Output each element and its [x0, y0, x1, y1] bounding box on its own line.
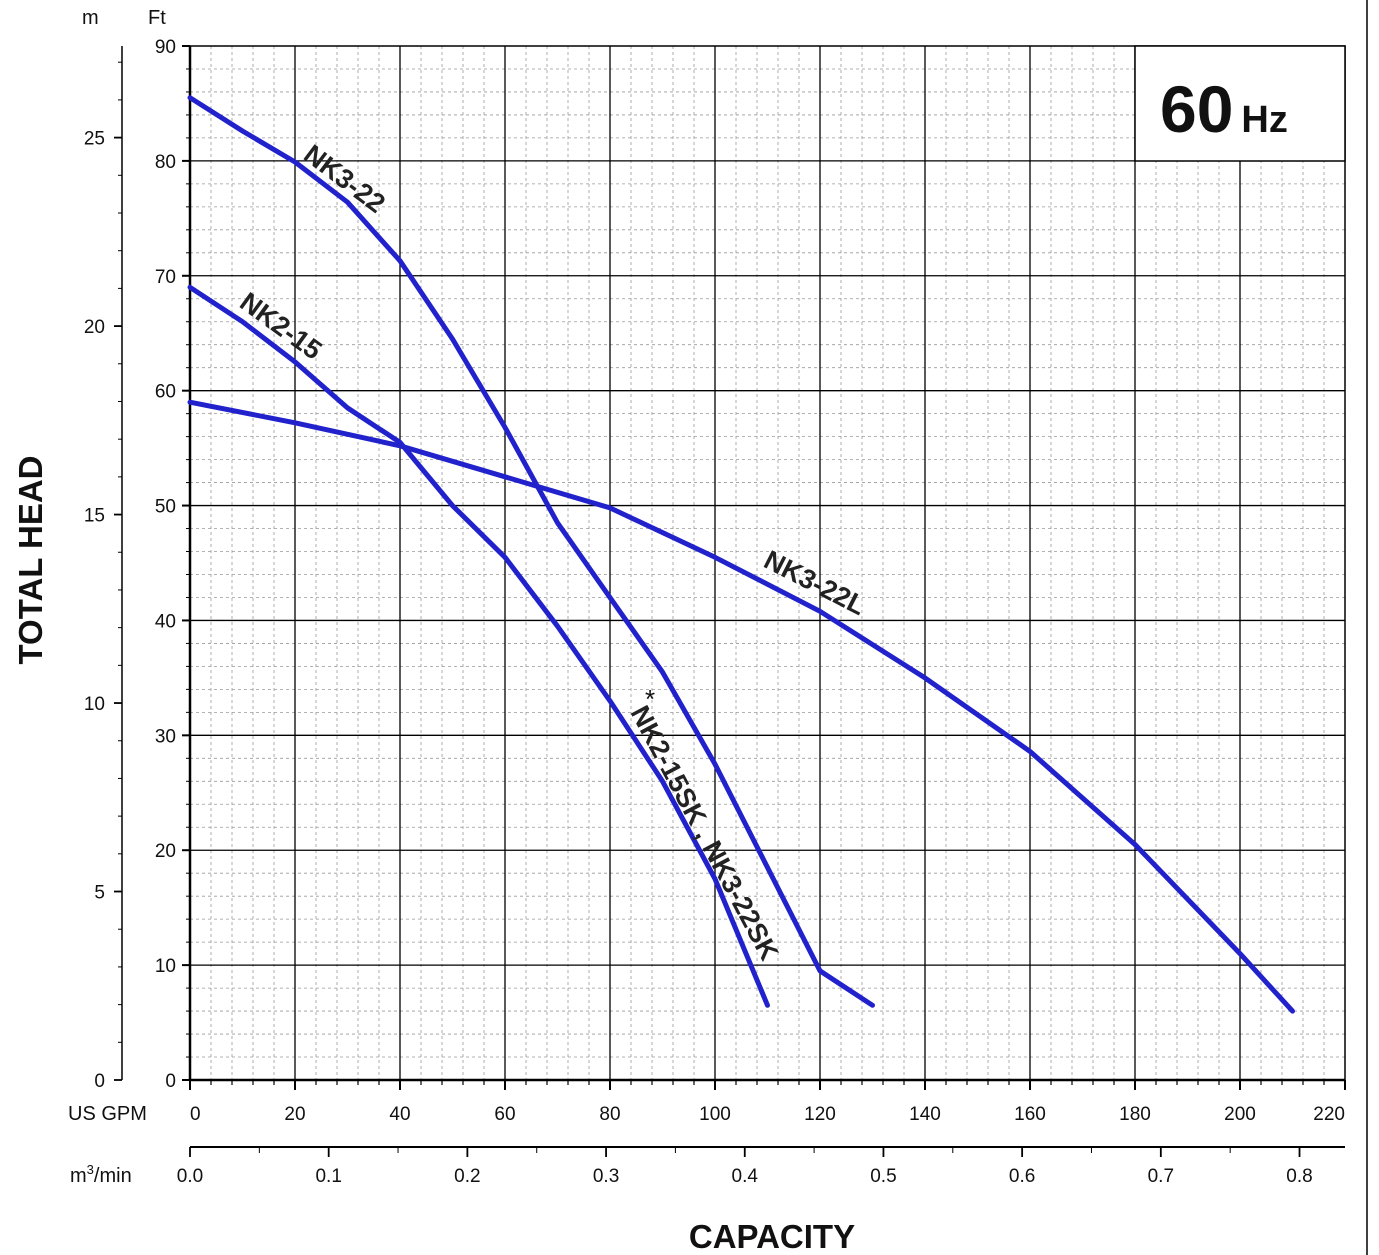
- x-unit-gpm: US GPM: [68, 1103, 147, 1125]
- x-m3-tick-label: 0.2: [454, 1166, 480, 1187]
- x-unit-m3min-rest: /min: [94, 1165, 132, 1187]
- axis-ticks: [114, 45, 1346, 1157]
- y-ft-tick-label: 10: [155, 956, 176, 977]
- x-gpm-tick-label: 220: [1313, 1104, 1345, 1125]
- x-m3-tick-label: 0.8: [1286, 1166, 1312, 1187]
- x-unit-m3min-base: m: [70, 1165, 87, 1187]
- y-m-tick-label: 10: [84, 694, 105, 715]
- x-gpm-tick-label: 40: [389, 1104, 410, 1125]
- curve-nk2-15: [187, 284, 770, 1008]
- curve-nk3-22l: [187, 399, 1295, 1014]
- tick-labels: 0 20 40 60 80 100 120 140 160 180 200 2200102030405…: [84, 37, 1345, 1187]
- y-unit-m: m: [82, 7, 99, 29]
- y-ft-tick-label: 0: [165, 1071, 176, 1092]
- x-m3-tick-label: 0.7: [1148, 1166, 1174, 1187]
- plot-area: [190, 46, 1345, 1080]
- x-gpm-tick-label: 120: [804, 1104, 836, 1125]
- y-ft-tick-label: 40: [155, 611, 176, 632]
- y-m-tick-label: 5: [94, 883, 105, 904]
- frequency-value: 60: [1160, 72, 1233, 146]
- x-m3-tick-label: 0.6: [1009, 1166, 1035, 1187]
- y-ft-tick-label: 20: [155, 841, 176, 862]
- x-axis-title: CAPACITY: [689, 1218, 855, 1255]
- y-m-tick-label: 0: [94, 1071, 105, 1092]
- x-gpm-tick-label: 100: [699, 1104, 731, 1125]
- x-m3-tick-label: 0.5: [870, 1166, 896, 1187]
- frequency-badge-box: [1134, 45, 1346, 162]
- y-ft-tick-label: 50: [155, 497, 176, 518]
- y-ft-tick-label: 60: [155, 382, 176, 403]
- y-ft-tick-label: 80: [155, 152, 176, 173]
- frequency-unit: Hz: [1241, 99, 1287, 141]
- y-axis-title: TOTAL HEAD: [12, 455, 49, 664]
- x-gpm-tick-label: 60: [494, 1104, 515, 1125]
- frequency-badge: 60 Hz: [1160, 72, 1288, 146]
- y-ft-tick-label: 70: [155, 267, 176, 288]
- y-unit-ft: Ft: [148, 7, 166, 29]
- performance-curves: [187, 95, 1295, 1014]
- y-m-tick-label: 15: [84, 506, 105, 527]
- x-unit-m3min-sup: 3: [87, 1162, 94, 1177]
- minor-grid: [190, 46, 1345, 1080]
- x-gpm-tick-label: 20: [284, 1104, 305, 1125]
- x-gpm-tick-label: 160: [1014, 1104, 1046, 1125]
- y-m-tick-label: 25: [84, 129, 105, 150]
- x-gpm-tick-label: 180: [1119, 1104, 1151, 1125]
- x-gpm-tick-label: 0: [190, 1104, 201, 1125]
- x-gpm-tick-label: 200: [1224, 1104, 1256, 1125]
- y-m-tick-label: 20: [84, 317, 105, 338]
- x-unit-m3min: m3/min: [70, 1162, 132, 1187]
- x-m3-tick-label: 0.0: [177, 1166, 203, 1187]
- red-asterisk-mark: *: [645, 684, 655, 714]
- curve-nk3-22: [187, 95, 875, 1008]
- x-m3-tick-label: 0.3: [593, 1166, 619, 1187]
- x-m3-tick-label: 0.4: [732, 1166, 759, 1187]
- y-ft-tick-label: 90: [155, 37, 176, 58]
- y-ft-tick-label: 30: [155, 726, 176, 747]
- x-m3-tick-label: 0.1: [315, 1166, 341, 1187]
- x-gpm-tick-label: 80: [599, 1104, 620, 1125]
- x-gpm-tick-label: 140: [909, 1104, 941, 1125]
